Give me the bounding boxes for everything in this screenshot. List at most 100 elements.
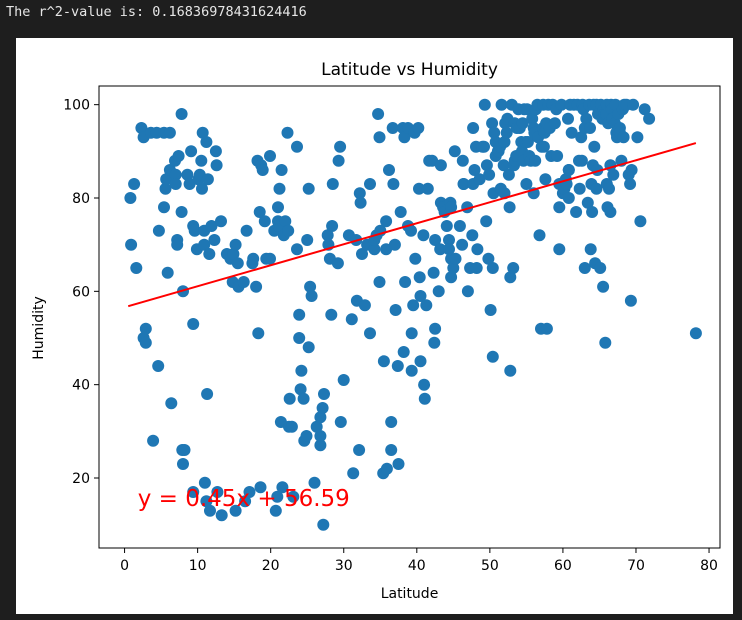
data-point — [201, 173, 214, 186]
data-point — [448, 145, 461, 158]
data-point — [227, 248, 240, 260]
data-point — [586, 206, 599, 218]
x-tick-label: 50 — [481, 558, 499, 574]
scatter-figure: Latitude vs Humidity y = 0.45x + 56.59 0… — [16, 38, 733, 614]
data-point — [380, 462, 393, 475]
data-point — [414, 290, 427, 302]
data-point — [540, 322, 553, 335]
data-point — [169, 178, 182, 190]
data-point — [291, 140, 303, 153]
data-point — [413, 271, 426, 284]
data-point — [405, 364, 418, 377]
data-point — [310, 420, 323, 433]
data-point — [584, 243, 597, 256]
y-tick-label: 40 — [72, 378, 90, 394]
data-point — [250, 280, 263, 293]
data-point — [272, 201, 284, 214]
data-point — [354, 196, 367, 209]
data-point — [456, 154, 469, 167]
data-point — [443, 234, 455, 246]
data-point — [321, 229, 334, 242]
data-point — [409, 252, 422, 265]
data-point — [413, 182, 425, 195]
data-point — [407, 299, 420, 312]
x-tick-label: 60 — [554, 558, 572, 574]
x-tick-label: 40 — [408, 558, 426, 574]
data-point — [429, 234, 442, 246]
data-point — [500, 126, 513, 139]
data-point — [392, 458, 405, 470]
x-axis-ticks: 0 10 20 30 40 50 60 70 80 — [120, 548, 718, 574]
data-point — [169, 168, 182, 181]
data-point — [243, 486, 256, 498]
data-point — [152, 360, 165, 372]
data-point — [526, 112, 539, 125]
data-point — [418, 392, 431, 405]
data-point — [466, 229, 479, 242]
data-point — [364, 327, 376, 340]
data-point — [181, 168, 194, 181]
data-point — [473, 173, 486, 186]
data-point — [478, 98, 491, 111]
data-point — [631, 131, 644, 144]
data-point — [429, 322, 442, 335]
data-point — [434, 243, 447, 256]
data-point — [397, 346, 410, 358]
data-point — [200, 495, 213, 508]
data-point — [507, 262, 520, 274]
data-point — [293, 332, 306, 344]
data-point — [334, 416, 347, 428]
data-point — [447, 262, 460, 274]
data-point — [195, 154, 208, 167]
data-point — [353, 187, 366, 200]
data-point — [428, 336, 441, 349]
data-point — [484, 304, 497, 316]
data-point — [580, 112, 593, 125]
data-point — [372, 108, 385, 120]
data-point — [588, 140, 601, 153]
x-tick-label: 0 — [120, 558, 129, 574]
data-point — [573, 182, 586, 195]
data-point — [457, 178, 470, 190]
y-tick-label: 100 — [63, 98, 90, 114]
data-point — [581, 196, 594, 209]
data-point — [147, 434, 160, 447]
data-point — [283, 392, 296, 405]
data-point — [172, 150, 185, 162]
data-point — [353, 444, 366, 456]
data-point — [488, 126, 501, 139]
data-point — [240, 224, 253, 237]
data-point — [398, 131, 411, 144]
data-point — [177, 458, 189, 470]
data-point — [294, 383, 307, 396]
data-point — [356, 248, 368, 260]
data-point — [210, 159, 223, 172]
data-point — [578, 262, 591, 274]
data-point — [389, 304, 402, 316]
scatter-chart: Latitude vs Humidity y = 0.45x + 56.59 0… — [31, 60, 721, 602]
data-point — [498, 136, 511, 148]
data-point — [480, 159, 493, 172]
data-point — [128, 178, 141, 190]
data-point — [334, 140, 347, 153]
data-point — [276, 481, 289, 494]
data-point — [205, 220, 218, 232]
data-point — [504, 271, 517, 284]
data-point — [599, 336, 612, 349]
data-point — [607, 168, 620, 181]
data-point — [391, 360, 404, 372]
data-point — [643, 112, 656, 125]
data-point — [594, 262, 607, 274]
data-point — [314, 411, 327, 424]
data-point — [575, 154, 588, 167]
data-point — [215, 509, 228, 522]
data-point — [449, 252, 462, 265]
data-point — [282, 224, 295, 237]
data-point — [380, 215, 393, 228]
data-point — [139, 322, 152, 335]
data-point — [590, 182, 603, 195]
data-point — [331, 257, 344, 270]
data-point — [521, 136, 534, 148]
x-tick-label: 80 — [700, 558, 718, 574]
data-point — [264, 252, 276, 265]
